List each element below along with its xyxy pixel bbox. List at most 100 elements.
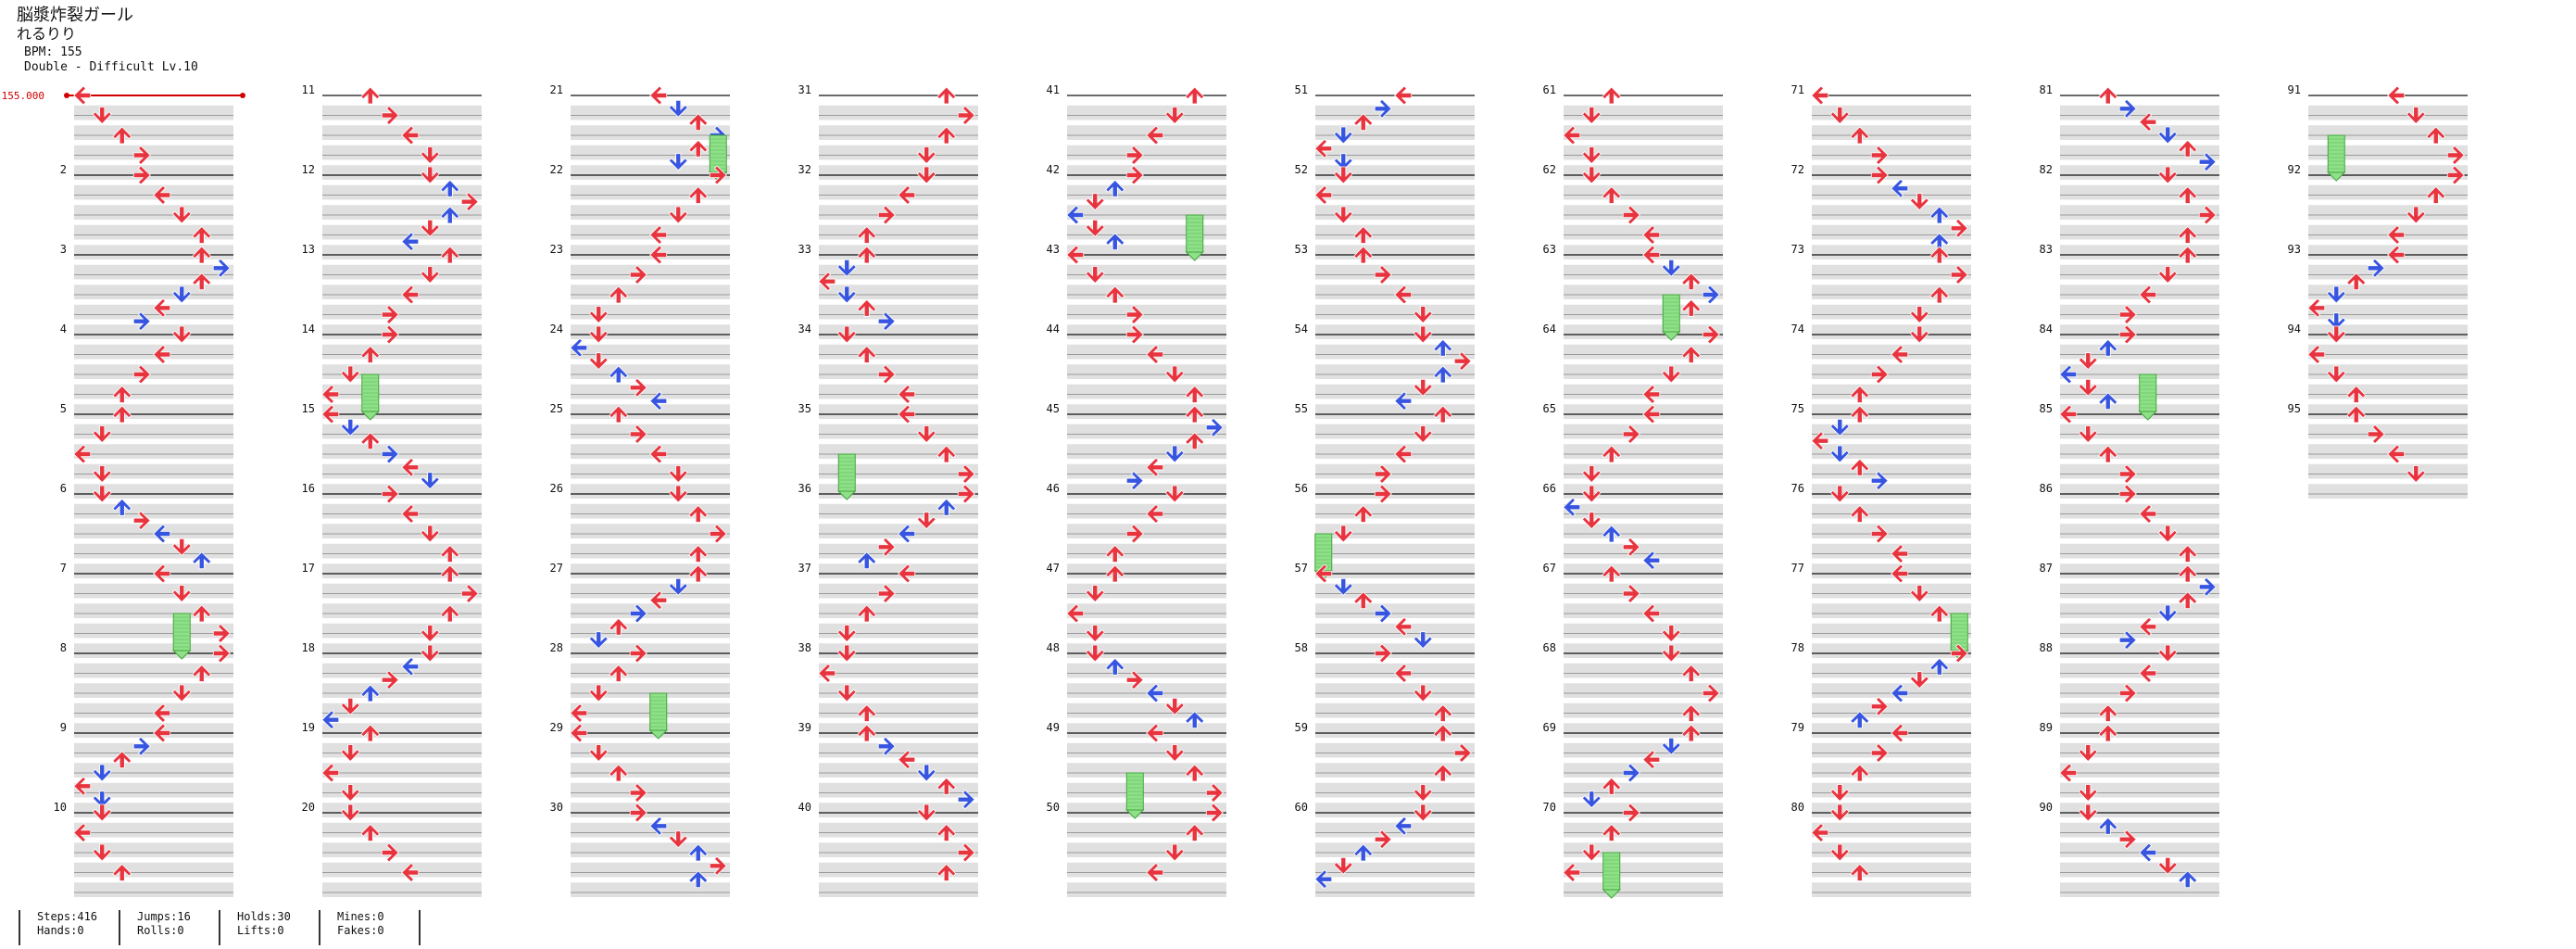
measure-number: 27 <box>550 562 563 575</box>
beat-band <box>1315 543 1475 559</box>
down-arrow <box>1909 325 1929 344</box>
left-arrow <box>73 822 92 843</box>
down-arrow <box>1164 365 1185 384</box>
beat-band <box>1067 503 1226 519</box>
arrow-shape <box>1394 444 1413 464</box>
down-arrow <box>1581 485 1602 503</box>
arrow-shape <box>629 264 647 285</box>
beat-band <box>1812 184 1971 200</box>
beat-band <box>2308 105 2468 120</box>
left-arrow <box>1394 663 1413 684</box>
arrow-shape <box>898 384 916 405</box>
arrow-shape <box>321 710 340 730</box>
right-arrow <box>1125 324 1144 345</box>
down-arrow <box>92 425 112 444</box>
measure-number: 14 <box>302 323 315 335</box>
left-arrow <box>2139 663 2157 684</box>
left-arrow <box>898 750 916 770</box>
up-arrow <box>1185 432 1205 450</box>
arrow-shape <box>1602 777 1622 795</box>
beat-band <box>1564 742 1723 758</box>
beat-band <box>1315 324 1475 339</box>
arrow-shape <box>2178 246 2198 264</box>
arrow-shape <box>1702 683 1720 703</box>
up-arrow <box>688 843 709 862</box>
arrow-shape <box>2139 503 2157 525</box>
arrow-shape <box>132 364 151 385</box>
arrow-shape <box>1929 246 1950 264</box>
left-arrow <box>818 272 836 292</box>
left-arrow <box>898 563 916 584</box>
left-arrow <box>898 384 916 405</box>
right-arrow <box>877 311 896 332</box>
beat-band <box>2060 723 2219 738</box>
down-arrow <box>1085 585 1105 603</box>
beat-band <box>322 145 482 160</box>
arrow-shape <box>1164 107 1185 125</box>
arrow-shape <box>381 484 399 504</box>
measure-number: 5 <box>60 402 67 415</box>
up-arrow <box>2098 86 2118 105</box>
arrow-shape <box>112 751 132 769</box>
beat-band <box>819 543 978 559</box>
arrow-shape <box>1125 670 1144 690</box>
beat-band <box>322 643 482 658</box>
beat-band <box>1315 503 1475 519</box>
beat-band <box>571 224 730 240</box>
right-arrow <box>1950 218 1968 238</box>
left-arrow <box>1642 603 1661 624</box>
down-arrow <box>916 425 936 444</box>
arrow-shape <box>192 246 212 264</box>
arrow-shape <box>2139 663 2157 684</box>
up-arrow <box>112 863 132 881</box>
beat-band <box>571 304 730 320</box>
arrow-shape <box>1950 264 1968 285</box>
left-arrow <box>1642 404 1661 424</box>
beat-band <box>74 583 233 599</box>
arrow-shape <box>1950 643 1968 664</box>
arrow-shape <box>132 145 151 166</box>
arrow-shape <box>1950 218 1968 238</box>
up-arrow <box>1850 458 1870 476</box>
measure-number: 79 <box>1791 721 1804 734</box>
right-arrow <box>212 643 231 664</box>
bpm-marker-label: 155.000 <box>2 90 44 102</box>
left-arrow <box>2139 285 2157 305</box>
beat-band <box>2060 643 2219 658</box>
beat-band <box>322 484 482 499</box>
beat-band <box>819 842 978 857</box>
arrow-shape <box>609 285 629 304</box>
up-arrow <box>609 405 629 424</box>
beat-band <box>819 763 978 778</box>
arrow-shape <box>1622 537 1640 557</box>
beat-band <box>1564 384 1723 399</box>
beat-band <box>1812 344 1971 360</box>
beat-band <box>1564 224 1723 240</box>
left-arrow <box>1394 285 1413 305</box>
beat-band <box>2308 384 2468 399</box>
arrow-shape <box>1929 657 1950 676</box>
beat-band <box>1564 563 1723 578</box>
beat-band <box>1812 463 1971 479</box>
arrow-shape <box>420 219 440 237</box>
down-arrow <box>836 325 857 344</box>
up-arrow <box>609 617 629 636</box>
arrow-shape <box>401 862 420 883</box>
up-arrow <box>112 385 132 403</box>
down-arrow <box>420 219 440 237</box>
up-arrow <box>2426 185 2446 204</box>
up-arrow <box>857 225 877 244</box>
beat-band <box>2308 463 2468 479</box>
beat-band <box>322 264 482 280</box>
arrow-shape <box>1581 465 1602 484</box>
arrow-shape <box>1374 829 1392 850</box>
down-arrow <box>340 744 360 763</box>
arrow-shape <box>1185 764 1205 782</box>
beat-band <box>571 105 730 120</box>
measure-number: 90 <box>2040 801 2053 814</box>
arrow-shape <box>420 625 440 643</box>
left-arrow <box>649 224 668 246</box>
arrow-shape <box>1850 126 1870 145</box>
arrow-shape <box>668 830 688 849</box>
right-arrow <box>132 511 151 531</box>
